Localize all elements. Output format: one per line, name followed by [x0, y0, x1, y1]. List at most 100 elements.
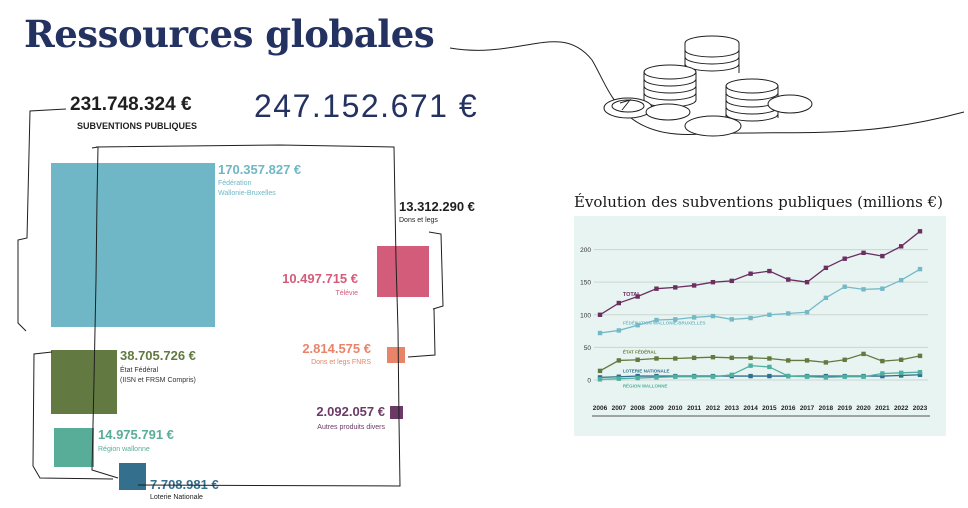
x-tick-label: 2015	[762, 405, 777, 412]
data-point	[748, 355, 753, 361]
data-point	[635, 357, 640, 362]
subventions-amount: 231.748.324 €	[70, 94, 192, 115]
wallonne-amount: 14.975.791 €	[98, 427, 174, 442]
fwb-label: Fédération Wallonie-Bruxelles	[218, 180, 276, 197]
data-point	[616, 376, 622, 381]
chart-panel: 0 50 100 150 200 2006 2007 2008 2009 2010 2011 2012…	[574, 216, 946, 436]
data-point	[597, 330, 603, 336]
wallonne-label: Région wallonne	[98, 446, 150, 453]
x-tick-label: 2019	[837, 405, 852, 412]
data-point	[917, 266, 923, 272]
fnrs-square	[387, 347, 405, 363]
data-point	[786, 277, 791, 282]
series-line	[599, 353, 921, 372]
autres-square	[390, 406, 403, 419]
y-tick-label: 0	[587, 378, 591, 385]
data-point	[767, 364, 772, 370]
federal-label: État Fédéral (IISN et FRSM Compris)	[120, 367, 196, 384]
data-point	[635, 294, 640, 299]
data-point	[842, 284, 847, 289]
data-point	[898, 370, 904, 376]
series-label: ÉTAT FÉDÉRAL	[623, 347, 657, 354]
data-point	[823, 265, 829, 271]
data-point	[880, 373, 885, 379]
series-line	[599, 230, 921, 316]
data-point	[880, 371, 885, 376]
subventions-label: SUBVENTIONS PUBLIQUES	[77, 121, 198, 131]
data-point	[616, 358, 622, 363]
x-tick-label: 2022	[894, 405, 909, 412]
data-point	[673, 374, 678, 379]
data-point	[691, 315, 697, 320]
data-point	[748, 363, 753, 368]
data-point	[597, 377, 603, 382]
autres-amount: 2.092.057 €	[316, 404, 385, 419]
data-point	[691, 355, 697, 361]
chart-title: Évolution des subventions publiques (mil…	[574, 193, 943, 211]
autres-label: Autres produits divers	[317, 424, 385, 431]
data-point	[804, 374, 810, 379]
data-point	[597, 312, 603, 317]
televie-square	[377, 246, 429, 297]
data-point	[917, 229, 923, 234]
data-point	[729, 278, 734, 284]
data-point	[616, 300, 622, 306]
data-point	[654, 356, 659, 361]
series-label: LOTERIE NATIONALE	[623, 369, 670, 374]
x-tick-label: 2012	[706, 405, 721, 412]
dons-label: Dons et legs	[399, 217, 438, 224]
data-point	[880, 286, 885, 291]
data-point	[729, 355, 734, 361]
data-point	[898, 357, 904, 362]
total-amount: 247.152.671 €	[254, 88, 479, 124]
x-tick-label: 2013	[725, 405, 740, 412]
data-point	[842, 357, 847, 362]
data-point	[786, 373, 791, 379]
data-point	[842, 374, 847, 379]
x-tick-label: 2021	[875, 405, 890, 412]
data-point	[748, 271, 753, 276]
x-tick-label: 2009	[649, 405, 664, 412]
data-point	[673, 285, 678, 290]
data-point	[804, 309, 810, 315]
y-tick-label: 200	[580, 247, 591, 254]
data-point	[710, 313, 716, 319]
fnrs-label: Dons et legs FNRS	[311, 359, 371, 366]
federal-amount: 38.705.726 €	[120, 348, 196, 363]
fnrs-amount: 2.814.575 €	[302, 341, 371, 356]
series-label: TOTAL	[623, 292, 641, 298]
wallonne-square	[54, 428, 94, 467]
data-point	[635, 323, 640, 328]
data-point	[861, 250, 866, 256]
series-label: FÉDÉRATION WALLONIE-BRUXELLES	[623, 318, 706, 325]
loterie-label: Loterie Nationale	[150, 494, 203, 501]
data-point	[804, 358, 810, 363]
x-tick-label: 2017	[800, 405, 815, 412]
data-point	[917, 353, 923, 359]
data-point	[767, 373, 772, 379]
page-title: Ressources globales	[24, 12, 435, 56]
data-point	[691, 374, 697, 379]
federal-square	[51, 350, 117, 414]
data-point	[917, 369, 923, 375]
data-point	[917, 372, 923, 377]
x-tick-label: 2008	[630, 405, 645, 412]
data-point	[898, 244, 904, 249]
y-tick-label: 100	[580, 312, 591, 319]
data-point	[880, 358, 885, 364]
data-point	[823, 295, 829, 301]
x-tick-label: 2006	[593, 405, 608, 412]
x-tick-label: 2020	[856, 405, 871, 412]
x-tick-label: 2018	[819, 405, 834, 412]
data-point	[710, 374, 716, 379]
series-line	[599, 364, 921, 380]
data-point	[861, 351, 866, 357]
y-tick-label: 50	[584, 345, 592, 352]
x-tick-label: 2011	[687, 405, 701, 412]
data-point	[616, 328, 622, 333]
dons-amount: 13.312.290 €	[399, 199, 475, 214]
data-point	[823, 360, 829, 365]
x-tick-label: 2007	[612, 405, 627, 412]
data-point	[767, 312, 772, 317]
y-tick-label: 150	[580, 280, 591, 287]
